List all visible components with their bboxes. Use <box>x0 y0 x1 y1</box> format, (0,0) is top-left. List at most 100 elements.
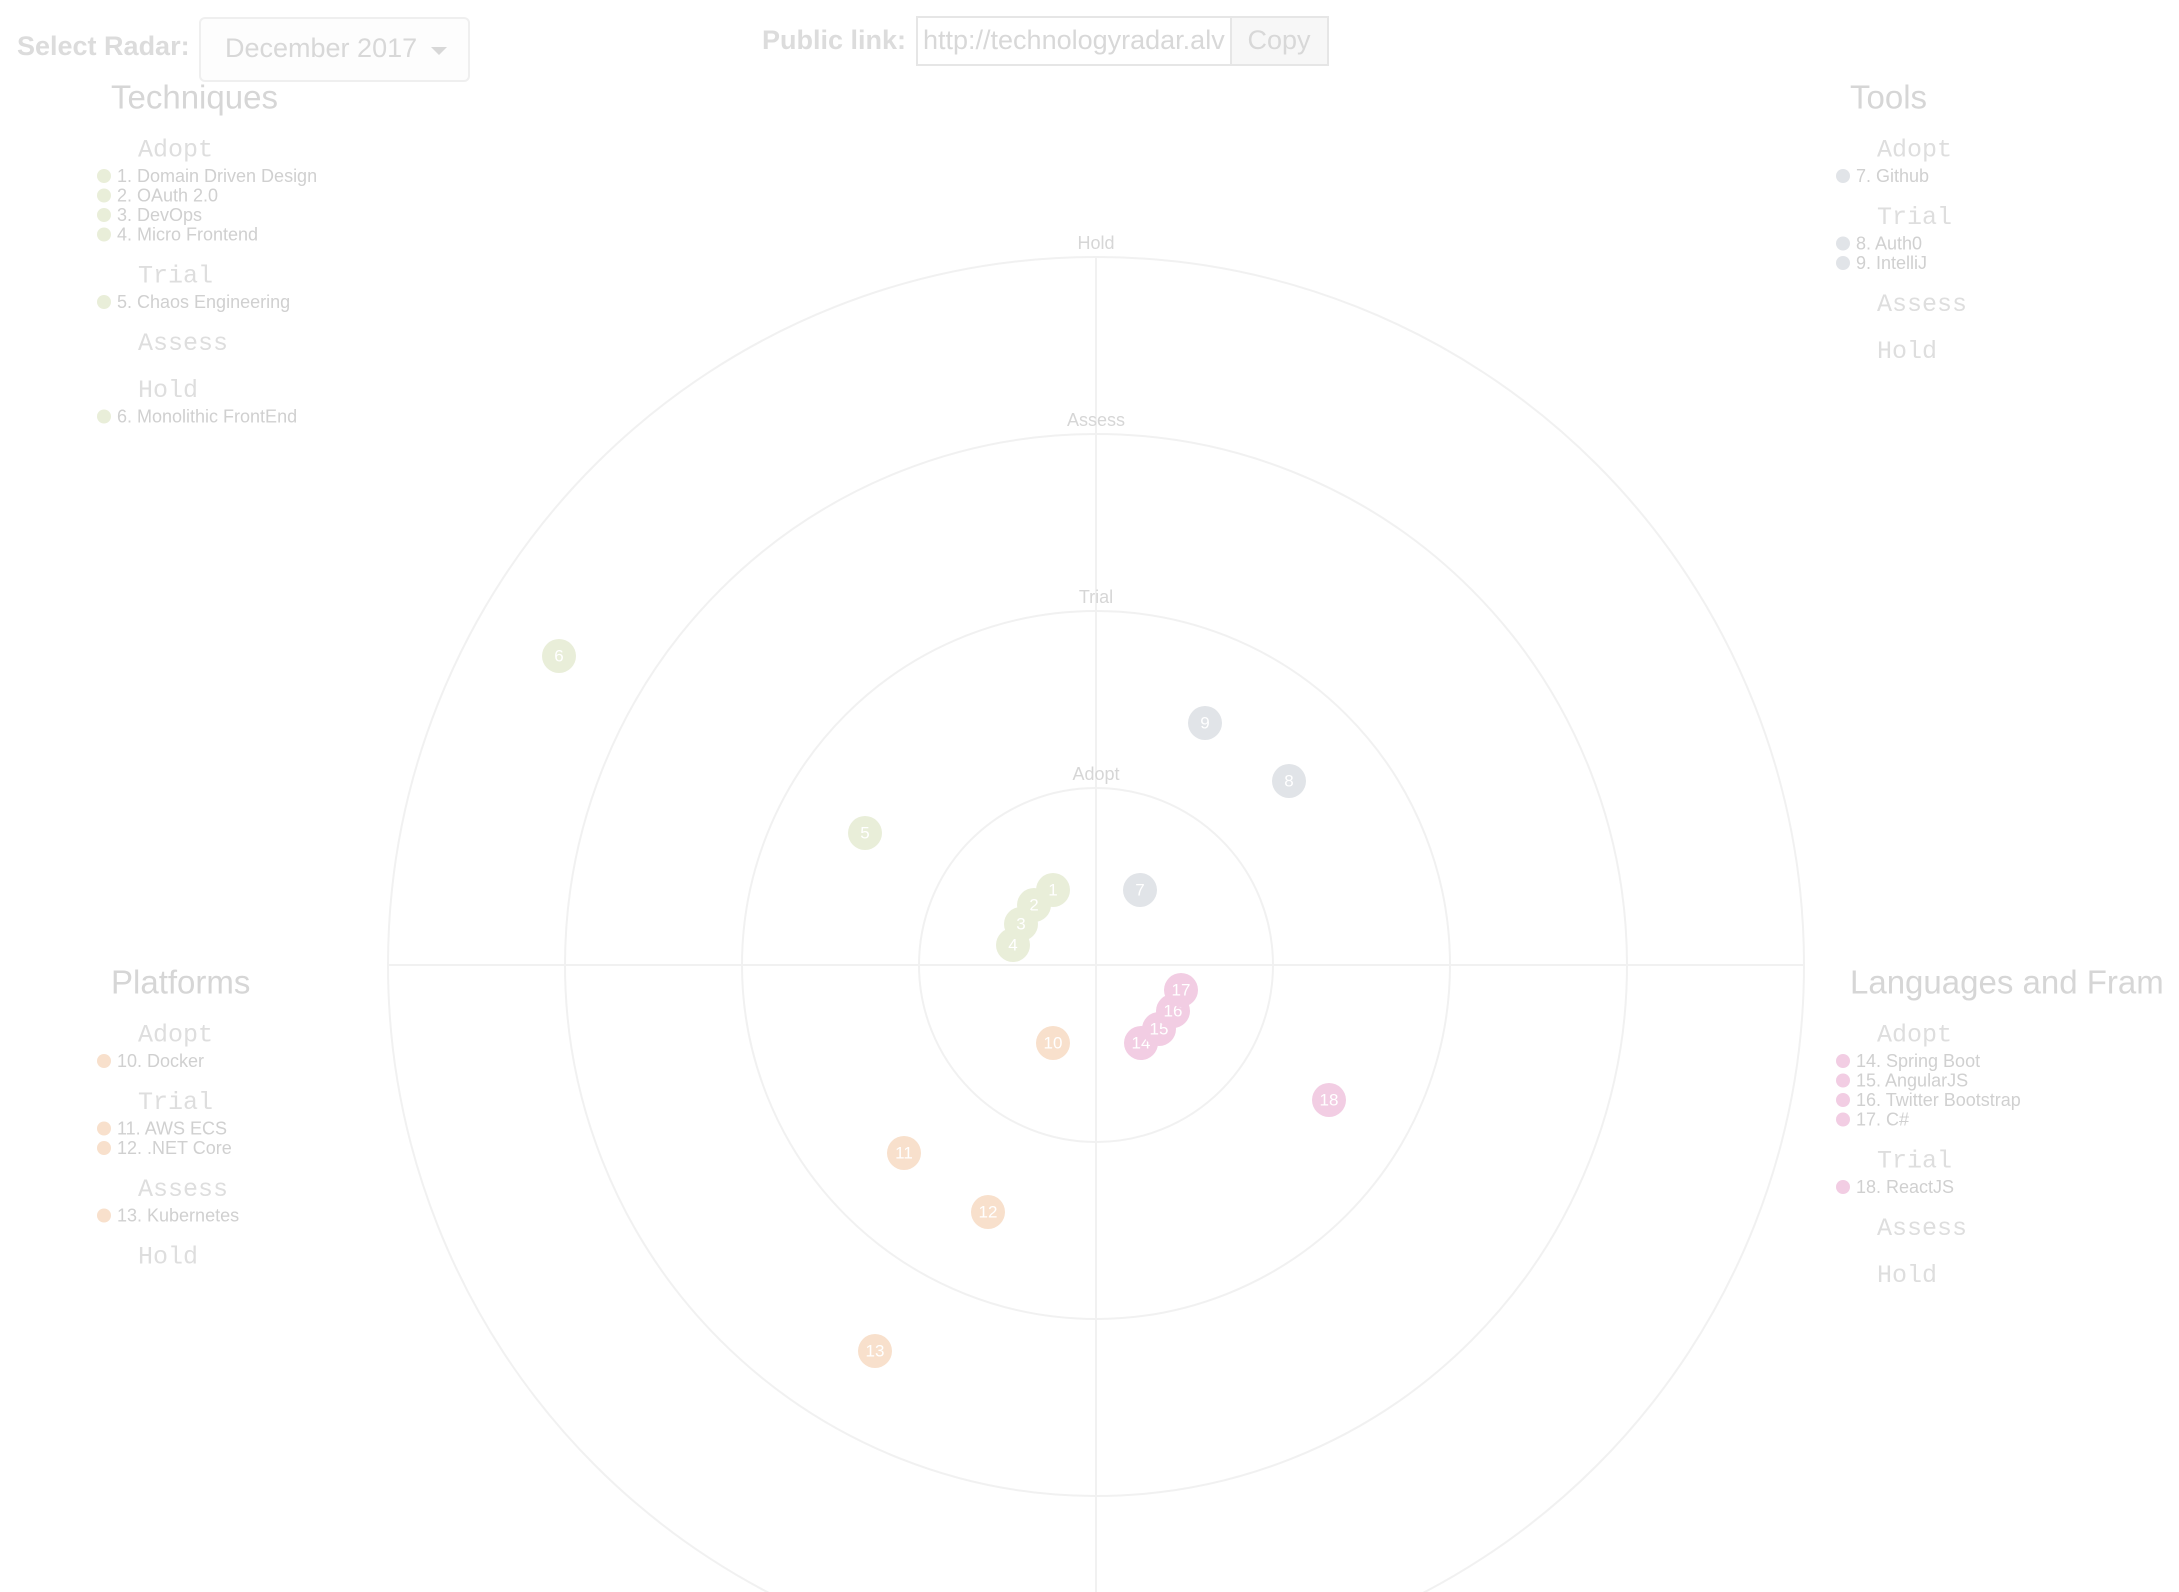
quadrant-title: Techniques <box>111 79 278 116</box>
ring-heading: Assess <box>138 1175 228 1204</box>
ring-heading: Trial <box>138 1088 213 1117</box>
blip-number[interactable]: 1 <box>1048 880 1057 899</box>
blip-number[interactable]: 8 <box>1284 771 1293 790</box>
ring-heading: Assess <box>138 329 228 358</box>
legend-item[interactable]: 1. Domain Driven Design <box>117 166 317 186</box>
blip[interactable]: 6 <box>542 639 576 673</box>
blip-dot[interactable] <box>858 1334 892 1368</box>
blip[interactable]: 13 <box>858 1334 892 1368</box>
blip[interactable]: 9 <box>1188 706 1222 740</box>
blip[interactable]: 17 <box>1164 973 1198 1007</box>
blip-dot[interactable] <box>1312 1083 1346 1117</box>
blip[interactable]: 5 <box>848 816 882 850</box>
legend-dot <box>97 409 111 424</box>
ring-label: Adopt <box>1072 764 1119 784</box>
legend-item[interactable]: 7. Github <box>1856 166 1929 186</box>
legend-item[interactable]: 14. Spring Boot <box>1856 1051 1980 1071</box>
blip-number[interactable]: 12 <box>979 1202 998 1221</box>
legend-item[interactable]: 17. C# <box>1856 1109 1909 1129</box>
legend-item[interactable]: 11. AWS ECS <box>117 1118 227 1138</box>
select-label: Select Radar: <box>17 31 190 61</box>
legend-item[interactable]: 9. IntelliJ <box>1856 253 1927 273</box>
blip-number[interactable]: 13 <box>866 1341 885 1360</box>
blip[interactable]: 11 <box>887 1136 921 1170</box>
dropdown-box[interactable] <box>199 17 470 82</box>
legend-dot <box>1836 236 1850 251</box>
blip-number[interactable]: 3 <box>1016 914 1025 933</box>
link-value[interactable]: http://technologyradar.alv <box>923 25 1225 55</box>
blip-dot[interactable] <box>1164 973 1198 1007</box>
legend-item[interactable]: 2. OAuth 2.0 <box>117 185 218 205</box>
legend-dot <box>1836 1054 1850 1068</box>
copy-button-label[interactable]: Copy <box>1247 25 1311 55</box>
ring-heading: Trial <box>1877 1147 1952 1176</box>
legend-item[interactable]: 18. ReactJS <box>1856 1177 1954 1197</box>
blip-dot[interactable] <box>1123 873 1157 907</box>
blip-dot[interactable] <box>971 1195 1005 1229</box>
radar: AdoptTrialAssessHold12345678910111213141… <box>387 233 1805 1592</box>
blip-number[interactable]: 17 <box>1172 980 1191 999</box>
quadrant-title: Platforms <box>111 964 250 1001</box>
blip-dot[interactable] <box>1036 1026 1070 1060</box>
ring-heading: Hold <box>138 1243 198 1272</box>
blip[interactable]: 7 <box>1123 873 1157 907</box>
blip-number[interactable]: 7 <box>1135 880 1144 899</box>
blip-dot[interactable] <box>1272 764 1306 798</box>
ring-label: Hold <box>1077 233 1114 253</box>
legend-dot <box>97 1121 111 1136</box>
legend-dot <box>97 169 111 183</box>
legend-dot <box>97 1141 111 1155</box>
blip[interactable]: 10 <box>1036 1026 1070 1060</box>
legend-dot <box>1836 256 1850 270</box>
legend-dot <box>97 1208 111 1223</box>
legend-item[interactable]: 16. Twitter Bootstrap <box>1856 1090 2021 1110</box>
blip-number[interactable]: 9 <box>1200 713 1209 732</box>
blip-dot[interactable] <box>887 1136 921 1170</box>
blip-dot[interactable] <box>996 928 1030 962</box>
legend-dot <box>97 208 111 222</box>
legend-item[interactable]: 4. Micro Frontend <box>117 224 258 244</box>
blip[interactable]: 12 <box>971 1195 1005 1229</box>
legend-dot <box>1836 169 1850 183</box>
copy-button[interactable] <box>1230 16 1329 66</box>
blip-dot[interactable] <box>1188 706 1222 740</box>
legend-item[interactable]: 10. Docker <box>117 1051 204 1071</box>
legend-item[interactable]: 8. Auth0 <box>1856 233 1922 253</box>
blip-number[interactable]: 11 <box>895 1143 913 1162</box>
legend-dot <box>97 1054 111 1068</box>
legend-item[interactable]: 6. Monolithic FrontEnd <box>117 406 297 426</box>
legend-item[interactable]: 15. AngularJS <box>1856 1070 1968 1090</box>
blip[interactable]: 4 <box>996 928 1030 962</box>
blip[interactable]: 8 <box>1272 764 1306 798</box>
ring-label: Trial <box>1079 587 1113 607</box>
link-input-clip: http://technologyradar.alv <box>923 25 1225 55</box>
blip-dot[interactable] <box>848 816 882 850</box>
ring-heading: Hold <box>1877 337 1937 366</box>
ring-heading: Trial <box>1877 203 1952 232</box>
ring-heading: Adopt <box>138 136 213 165</box>
legend-dot <box>1836 1093 1850 1107</box>
blip-number[interactable]: 2 <box>1029 895 1038 914</box>
link-input[interactable] <box>916 16 1232 66</box>
ring-heading: Adopt <box>1877 136 1952 165</box>
ring-heading: Assess <box>1877 1214 1967 1243</box>
blip[interactable]: 18 <box>1312 1083 1346 1117</box>
blip-number[interactable]: 5 <box>860 823 869 842</box>
legend-item[interactable]: 5. Chaos Engineering <box>117 292 290 312</box>
blip-dot[interactable] <box>542 639 576 673</box>
blip-number[interactable]: 6 <box>554 646 563 665</box>
quadrant-title: Languages and Fram <box>1850 964 2164 1001</box>
blip-number[interactable]: 4 <box>1008 935 1017 954</box>
ring-heading: Hold <box>1877 1261 1937 1290</box>
dropdown-value[interactable]: December 2017 <box>225 33 417 63</box>
radar-dropdown[interactable]: December 2017 <box>199 17 470 82</box>
legend-item[interactable]: 3. DevOps <box>117 205 202 225</box>
ring-heading: Trial <box>138 262 213 291</box>
blip-number[interactable]: 18 <box>1320 1090 1339 1109</box>
blip-number[interactable]: 10 <box>1044 1033 1063 1052</box>
legend-item[interactable]: 12. .NET Core <box>117 1138 232 1158</box>
legend-item[interactable]: 13. Kubernetes <box>117 1205 239 1225</box>
ring-label: Assess <box>1067 410 1125 430</box>
